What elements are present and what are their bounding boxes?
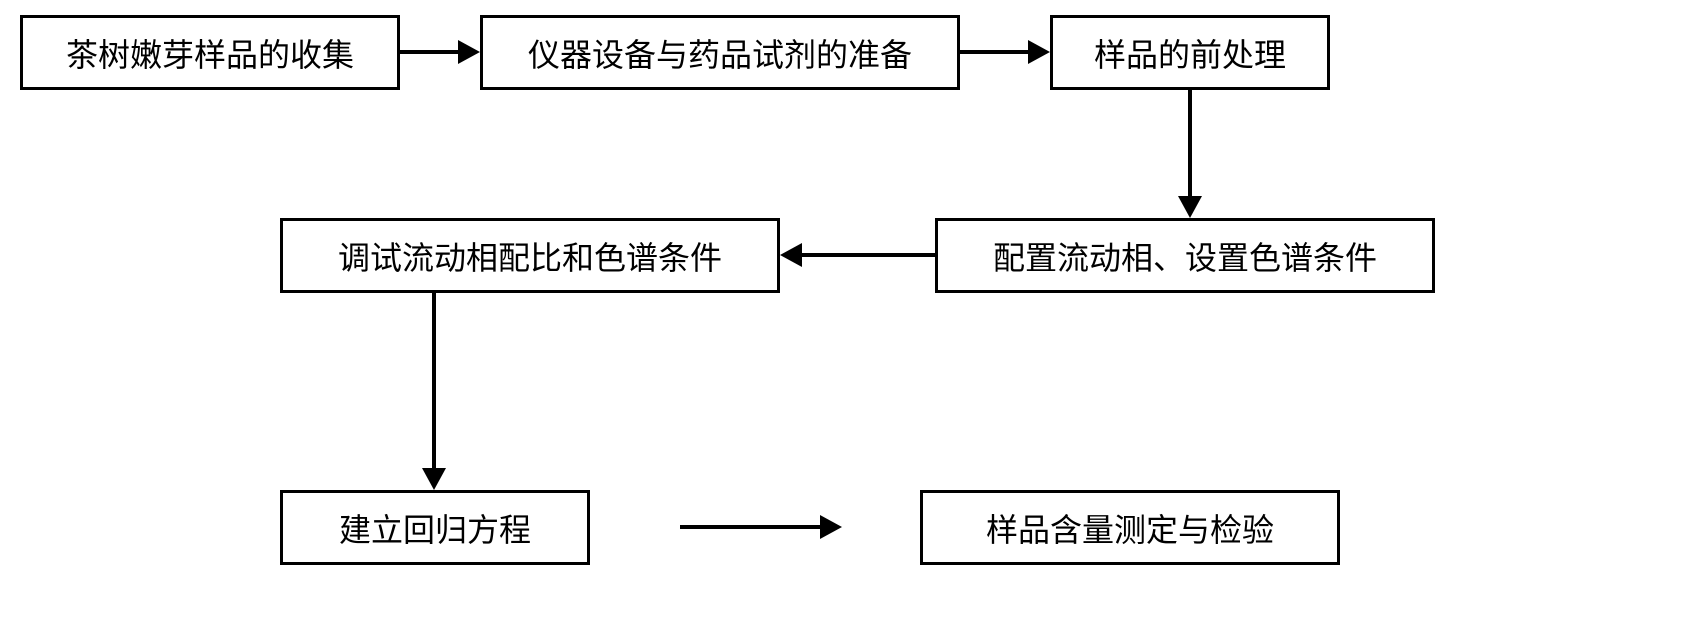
arrow-head [1178, 196, 1202, 218]
flowchart-node-3: 样品的前处理 [1050, 15, 1330, 90]
flowchart-node-6: 建立回归方程 [280, 490, 590, 565]
arrow-line [400, 50, 458, 54]
arrow-head [780, 243, 802, 267]
node-label: 仪器设备与药品试剂的准备 [528, 30, 912, 76]
node-label: 茶树嫩芽样品的收集 [66, 30, 354, 76]
node-label: 样品含量测定与检验 [986, 505, 1274, 551]
node-label: 样品的前处理 [1094, 30, 1286, 76]
node-label: 调试流动相配比和色谱条件 [338, 233, 722, 279]
arrow-line [680, 525, 820, 529]
arrow-head [458, 40, 480, 64]
node-label: 配置流动相、设置色谱条件 [993, 233, 1377, 279]
arrow-line [802, 253, 935, 257]
arrow-line [960, 50, 1028, 54]
flowchart-node-2: 仪器设备与药品试剂的准备 [480, 15, 960, 90]
flowchart-node-4: 配置流动相、设置色谱条件 [935, 218, 1435, 293]
flowchart-node-5: 调试流动相配比和色谱条件 [280, 218, 780, 293]
arrow-head [1028, 40, 1050, 64]
arrow-line [1188, 90, 1192, 196]
arrow-head [422, 468, 446, 490]
flowchart-node-7: 样品含量测定与检验 [920, 490, 1340, 565]
flowchart-node-1: 茶树嫩芽样品的收集 [20, 15, 400, 90]
arrow-head [820, 515, 842, 539]
arrow-line [432, 293, 436, 468]
node-label: 建立回归方程 [339, 505, 531, 551]
